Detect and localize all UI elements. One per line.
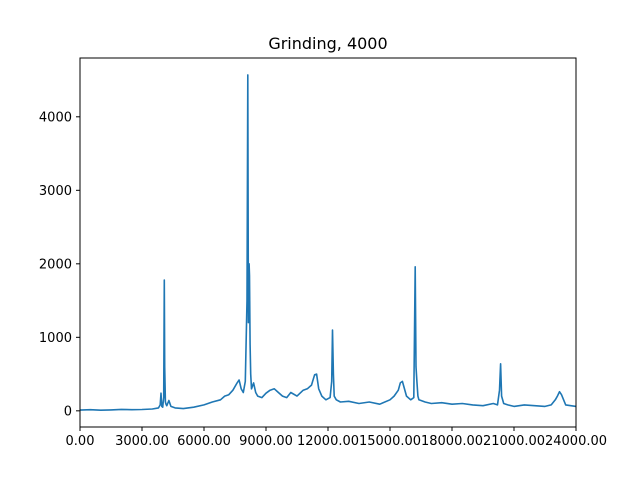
- x-tick-label: 6000.00: [177, 434, 231, 449]
- y-tick-label: 3000: [39, 184, 72, 199]
- x-tick-label: 18000.00: [421, 434, 483, 449]
- x-tick-label: 21000.00: [483, 434, 545, 449]
- y-axis: 0 1000 2000 3000 4000: [39, 110, 80, 419]
- x-tick-label: 15000.00: [359, 434, 421, 449]
- plot-frame: [79, 57, 577, 428]
- x-tick-label: 12000.00: [297, 434, 359, 449]
- plot-area: [79, 74, 577, 412]
- y-tick-label: 4000: [39, 110, 72, 125]
- y-tick-label: 2000: [39, 257, 72, 272]
- x-axis: 0.00 3000.00 6000.00 9000.00 12000.00 15000.0…: [66, 427, 607, 449]
- x-tick-label: 0.00: [66, 434, 95, 449]
- y-tick-label: 1000: [39, 331, 72, 346]
- y-tick-label: 0: [64, 404, 72, 419]
- x-tick-label: 24000.00: [545, 434, 607, 449]
- series-line-0: [79, 74, 577, 412]
- x-tick-label: 3000.00: [115, 434, 169, 449]
- x-tick-label: 9000.00: [239, 434, 293, 449]
- chart-title: Grinding, 4000: [268, 34, 387, 53]
